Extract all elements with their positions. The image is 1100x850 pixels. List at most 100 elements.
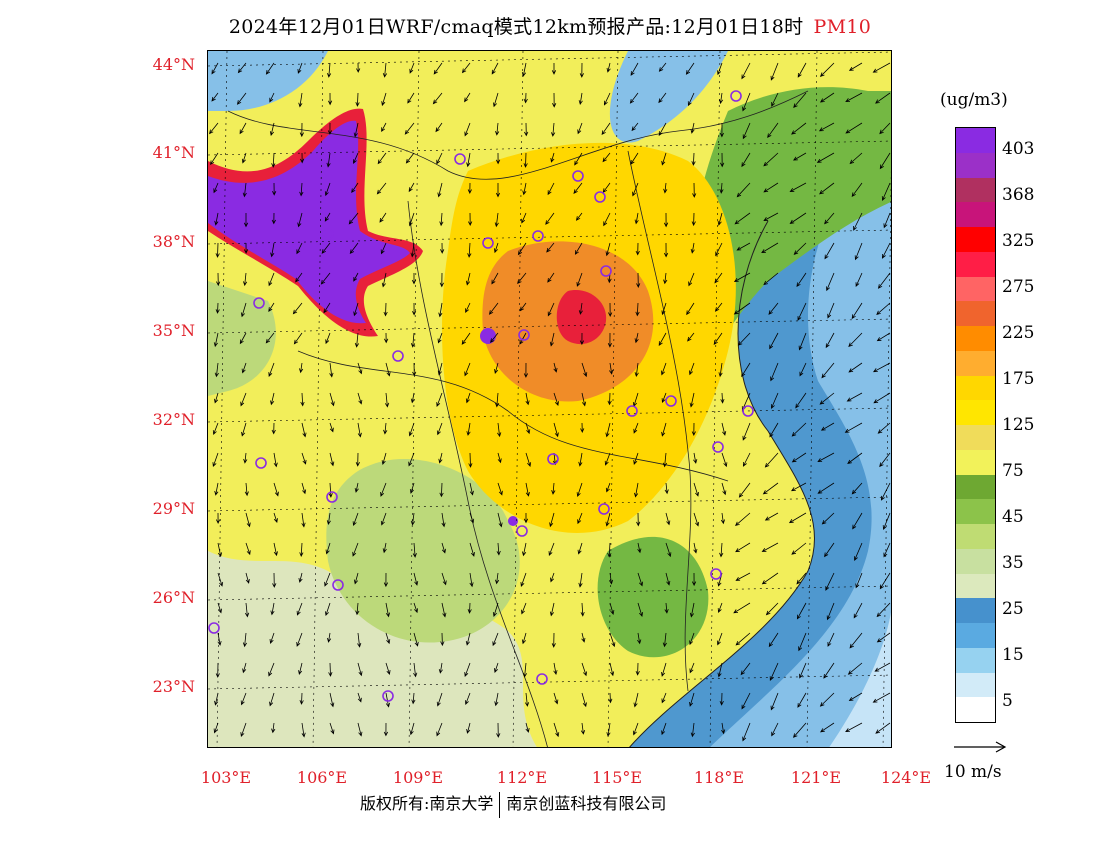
wind-vector-icon xyxy=(292,302,303,315)
wind-vector-icon xyxy=(385,632,391,645)
wind-vector-icon xyxy=(464,92,471,103)
legend-swatch xyxy=(956,425,995,450)
wind-vector-icon xyxy=(789,182,807,192)
wind-vector-icon xyxy=(876,332,891,342)
copyright-text: 版权所有:南京大学 xyxy=(360,794,494,813)
wind-vector-icon xyxy=(383,302,388,317)
wind-vector-icon xyxy=(405,152,415,164)
wind-vector-icon xyxy=(631,122,639,132)
wind-vector-icon xyxy=(300,392,305,407)
wind-vector-icon xyxy=(217,602,222,614)
wind-vector-icon xyxy=(714,302,723,312)
wind-vector-icon xyxy=(607,332,612,348)
wind-vector-icon xyxy=(354,332,360,348)
longitude-gridline xyxy=(882,169,891,747)
wind-vector-icon xyxy=(469,572,474,588)
wind-vector-icon xyxy=(469,542,475,557)
wind-vector-icon xyxy=(879,122,891,135)
wind-vector-icon xyxy=(661,722,667,736)
wind-vector-icon xyxy=(574,152,583,166)
wind-vector-icon xyxy=(241,152,247,164)
wind-vector-icon xyxy=(301,482,307,495)
wind-vector-icon xyxy=(519,302,527,312)
city-marker-icon xyxy=(516,525,528,537)
wind-vector-icon xyxy=(629,92,639,104)
wind-vector-icon xyxy=(269,632,275,644)
wind-vector-icon xyxy=(691,422,696,437)
wind-vector-icon xyxy=(410,242,415,258)
wind-vector-icon xyxy=(796,602,807,620)
wind-vector-icon xyxy=(665,512,671,526)
wind-vector-icon xyxy=(520,572,527,587)
wind-vector-icon xyxy=(693,542,698,554)
wind-vector-icon xyxy=(328,482,333,498)
wind-vector-icon xyxy=(521,632,527,645)
wind-vector-icon xyxy=(409,62,415,74)
clean-region xyxy=(208,281,276,396)
wind-vector-icon xyxy=(637,632,642,645)
wind-vector-icon xyxy=(721,422,727,436)
wind-vector-icon xyxy=(357,392,363,405)
lon-label: 112°E xyxy=(496,768,548,787)
wind-vector-icon xyxy=(552,92,557,108)
wind-vector-icon xyxy=(719,542,724,558)
wind-vector-icon xyxy=(851,182,863,198)
longitude-gridline xyxy=(806,51,818,747)
wind-vector-icon xyxy=(327,62,332,78)
wind-vector-icon xyxy=(581,662,587,677)
wind-vector-icon xyxy=(550,152,555,163)
wind-vector-icon xyxy=(551,482,556,495)
wind-vector-icon xyxy=(519,332,527,345)
wind-vector-icon xyxy=(355,452,360,467)
city-marker-icon xyxy=(208,622,220,634)
wind-vector-icon xyxy=(525,452,532,467)
wind-vector-icon xyxy=(578,452,583,467)
wind-vector-icon xyxy=(299,122,304,138)
wind-vector-icon xyxy=(377,152,387,165)
legend-tick-label: 125 xyxy=(1002,415,1035,435)
wind-vector-icon xyxy=(439,482,444,498)
wind-vector-icon xyxy=(789,212,807,225)
wind-vector-icon xyxy=(245,512,251,528)
wind-vector-icon xyxy=(718,362,723,378)
wind-vector-icon xyxy=(553,362,558,373)
wind-vector-icon xyxy=(636,512,641,527)
wind-vector-icon xyxy=(299,692,304,705)
city-marker-icon xyxy=(392,350,404,362)
wind-vector-icon xyxy=(268,302,275,312)
legend-swatch xyxy=(956,449,995,475)
legend-swatch xyxy=(956,647,995,673)
legend-swatch xyxy=(956,598,995,623)
wind-vector-icon xyxy=(243,242,249,254)
wind-vector-icon xyxy=(844,422,863,433)
wind-vector-icon xyxy=(410,332,416,348)
wind-vector-icon xyxy=(325,602,331,617)
wind-vector-icon xyxy=(525,392,530,406)
legend-swatch xyxy=(956,548,995,574)
wind-vector-icon xyxy=(875,92,891,104)
wind-vector-icon xyxy=(685,62,695,75)
city-marker-icon xyxy=(536,673,548,685)
wind-vector-icon xyxy=(821,512,835,525)
longitude-gridline xyxy=(312,51,324,747)
wind-vector-icon xyxy=(576,482,583,497)
wind-vector-icon xyxy=(491,272,499,285)
wind-vector-icon xyxy=(797,692,807,708)
wind-vector-icon xyxy=(816,152,835,163)
wind-vector-icon xyxy=(239,332,247,345)
wind-vector-icon xyxy=(329,692,335,708)
wind-vector-icon xyxy=(324,212,331,222)
wind-vector-icon xyxy=(384,392,390,408)
wind-vector-icon xyxy=(630,62,639,76)
wind-vector-icon xyxy=(874,662,891,672)
wind-vector-icon xyxy=(217,572,224,587)
wind-vector-icon xyxy=(819,182,835,195)
wind-vector-icon xyxy=(242,182,247,198)
wind-vector-icon xyxy=(237,62,247,74)
province-boundary xyxy=(627,150,692,692)
wind-vector-icon xyxy=(770,62,779,81)
wind-vector-icon xyxy=(404,122,415,135)
wind-vector-icon xyxy=(547,182,555,196)
wind-vector-icon xyxy=(734,212,751,225)
wind-vector-icon xyxy=(408,212,415,227)
